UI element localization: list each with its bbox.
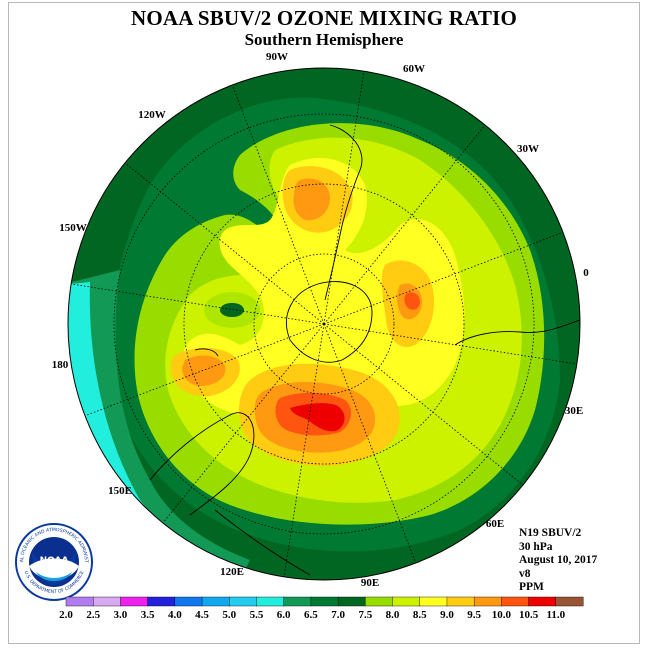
meridian-line <box>231 84 325 325</box>
graticule <box>71 71 577 577</box>
lat-circle-30s <box>113 113 535 535</box>
field-band-9.5-north <box>293 178 330 221</box>
longitude-label: 150E <box>108 485 132 497</box>
longitude-label: 60W <box>403 63 425 75</box>
info-level: 30 hPa <box>519 540 553 553</box>
meridian-line <box>323 71 365 325</box>
new-zealand <box>194 348 219 357</box>
meridian-line <box>323 323 577 365</box>
longitude-labels: 90W 60W 30W 0 30E 60E 90E 120E 150E 180 150W 120W <box>52 51 590 589</box>
info-satellite: N19 SBUV/2 <box>519 527 582 539</box>
meridian-line <box>162 323 325 524</box>
field-band-8.5 <box>182 157 465 417</box>
noaa-logo: NATIONAL OCEANIC AND ATMOSPHERIC ADMINIS… <box>14 522 93 601</box>
longitude-label: 120E <box>220 566 244 578</box>
logo-water <box>36 572 72 581</box>
africa-coast <box>454 319 580 346</box>
meridian-line <box>323 231 564 325</box>
info-units: PPM <box>519 581 544 593</box>
meridian-line <box>323 323 417 564</box>
meridian-line <box>283 323 325 577</box>
longitude-label: 30E <box>565 405 583 417</box>
info-date: August 10, 2017 <box>519 554 598 566</box>
map-border <box>67 67 581 581</box>
lat-circle-70s <box>253 253 395 395</box>
map-title: NOAA SBUV/2 OZONE MIXING RATIO <box>131 6 517 30</box>
map-subtitle: Southern Hemisphere <box>244 30 404 49</box>
australia-coast <box>149 412 255 516</box>
field-band-9.5-west <box>182 355 226 386</box>
field-band-10.5 <box>290 403 345 432</box>
longitude-label: 120W <box>138 109 166 121</box>
field-band-10.0-east <box>404 292 420 310</box>
longitude-label: 30W <box>517 143 539 155</box>
longitude-label: 180 <box>52 359 69 371</box>
meridian-line <box>84 323 325 417</box>
page-frame <box>8 2 640 644</box>
longitude-label: 60E <box>486 518 504 530</box>
longitude-label: 90E <box>361 577 379 589</box>
field-low-core <box>220 303 244 317</box>
indonesia-coast <box>214 509 311 576</box>
longitude-label: 150W <box>59 222 87 234</box>
longitude-label: 90W <box>266 51 288 63</box>
lat-circle-50s <box>183 183 465 465</box>
logo-text: NOAA <box>40 556 69 566</box>
ozone-field <box>68 68 580 580</box>
meridian-line <box>71 283 325 325</box>
logo-gull <box>29 558 79 580</box>
antarctica-coast <box>286 281 373 363</box>
info-version: v8 <box>519 567 531 580</box>
meridian-line <box>124 162 325 325</box>
meridian-lines <box>71 71 577 577</box>
info-block: N19 SBUV/2 30 hPa August 10, 2017 v8 PPM <box>519 527 597 595</box>
meridian-line <box>323 124 486 325</box>
longitude-label: 0 <box>583 267 589 279</box>
meridian-line <box>323 323 524 486</box>
